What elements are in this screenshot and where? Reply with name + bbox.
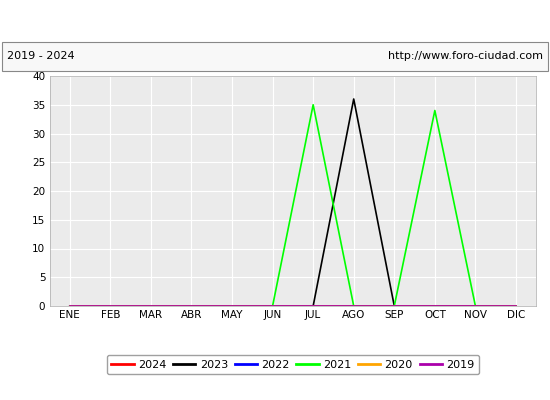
Legend: 2024, 2023, 2022, 2021, 2020, 2019: 2024, 2023, 2022, 2021, 2020, 2019 bbox=[107, 355, 479, 374]
Text: http://www.foro-ciudad.com: http://www.foro-ciudad.com bbox=[388, 51, 543, 61]
Text: Evolucion Nº Turistas Extranjeros en el municipio de Llanars: Evolucion Nº Turistas Extranjeros en el … bbox=[26, 14, 524, 28]
Text: 2019 - 2024: 2019 - 2024 bbox=[7, 51, 74, 61]
